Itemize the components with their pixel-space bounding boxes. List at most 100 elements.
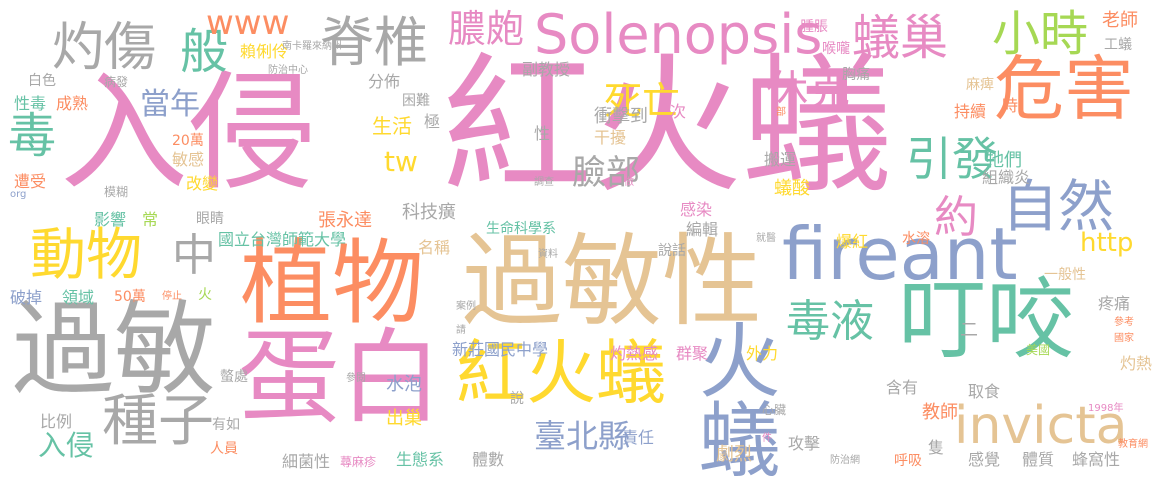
word-18: 蟻巢 [852,10,949,66]
word-97: 蜂窩性 [1072,450,1121,469]
word-113: 1998年 [1088,403,1124,414]
word-13: invicta [954,396,1128,456]
word-114: 教育網 [1118,439,1148,450]
word-110: 比例 [40,412,73,431]
word-118: 停止 [162,291,182,302]
word-35: 臺北縣 [534,417,631,455]
word-34: tw [384,145,418,178]
word-32: 當年 [140,87,200,122]
word-7: 蛋白 [238,319,442,438]
word-49: 困難 [402,93,430,109]
word-129: 敏感 [172,150,205,169]
word-126: org [10,189,27,200]
word-33: http [1080,228,1134,258]
word-87: 調查 [534,177,554,188]
word-27: 死亡 [604,79,681,123]
word-112: 心臟 [762,403,787,417]
word-84: 案例 [456,301,476,312]
word-66: 感染 [680,200,713,219]
word-43: 生活 [372,114,412,138]
word-134: 白色 [28,73,56,89]
word-94: 教師 [922,402,958,423]
word-12: Solenopsis [534,3,823,66]
word-106: 蕁麻疹 [340,455,377,469]
word-4: 過敏性 [462,223,762,340]
word-122: 影響 [94,210,127,229]
word-90: 次 [670,102,687,121]
word-36: 入侵 [38,429,95,462]
word-123: 常 [142,210,159,229]
word-69: 爆紅 [836,232,869,251]
word-95: 感覺 [968,450,1001,469]
word-9: 火蟻 [684,318,779,476]
word-63: 組織炎 [982,168,1031,187]
word-38: 國立台灣師範大學 [218,230,347,249]
word-54: 工蟻 [1104,37,1132,53]
word-1: 入侵 [60,59,317,208]
word-28: 休克 [766,66,851,115]
word-79: 外力 [746,344,779,363]
word-15: 灼傷 [52,18,157,78]
word-128: 改變 [186,174,219,193]
word-29: 約 [934,192,978,243]
word-31: 中 [172,230,216,281]
word-98: 隻 [928,438,945,457]
word-102: 劇烈 [716,444,752,465]
word-82: 說話 [658,243,686,259]
word-108: 人員 [210,441,238,457]
word-91: 水泡 [386,374,422,395]
word-51: 南卡羅來納州 [282,41,342,52]
word-76: 灼熱 [1120,354,1153,373]
word-81: 灼熱感 [610,344,659,363]
word-105: 生態系 [396,450,445,469]
word-83: 資料 [538,249,558,260]
word-52: 防治中心 [268,65,308,76]
word-80: 群聚 [676,344,709,363]
word-86: 參閱 [346,373,366,384]
word-62: 牠們 [986,150,1022,171]
word-116: 二 [960,320,978,341]
word-10: 紅火蟻 [456,332,666,414]
word-104: 體數 [472,450,505,469]
word-37: 新莊國民中學 [452,340,549,359]
word-8: 叮咬 [898,268,1075,371]
word-5: fireant [782,212,1018,296]
word-101: 防治網 [830,455,860,466]
word-93: 說 [510,391,524,407]
word-85: 請 [456,325,466,336]
word-115: 件 [762,433,772,444]
word-107: 細菌性 [282,452,331,471]
word-124: 眼睛 [196,211,224,227]
word-16: 脊椎 [320,11,428,74]
word-68: 就醫 [756,233,776,244]
word-59: 時 [1002,96,1019,115]
word-88: 做 [624,177,634,188]
word-89: 性 [534,124,551,143]
word-65: 搬運 [764,150,797,169]
word-60: 持續 [954,102,987,121]
word-67: 編輯 [686,220,719,239]
word-48: 極 [424,112,441,131]
word-109: 有如 [212,417,240,433]
word-19: 小時 [992,6,1089,62]
word-99: 呼吸 [894,453,922,469]
word-45: 干擾 [594,128,627,147]
word-100: 攻擊 [788,434,821,453]
word-53: 老師 [1102,10,1138,31]
word-78: 含有 [886,378,919,397]
word-117: 火 [198,287,212,303]
word-44: 衝擊到 [594,106,648,127]
word-92: 出巢 [386,408,422,429]
word-21: 引發 [906,132,998,186]
word-125: 模糊 [104,185,129,199]
word-61: 部 [776,107,786,118]
word-130: 20萬 [172,133,204,149]
word-42: 張永達 [318,210,372,231]
word-55: 腫脹 [800,19,828,35]
word-22: 毒液 [786,296,874,347]
word-71: 一般性 [1044,267,1086,283]
word-131: 性毒 [14,94,47,113]
word-50: 賴俐伶 [240,42,289,61]
word-120: 領域 [62,288,95,307]
word-103: 責任 [622,428,655,447]
